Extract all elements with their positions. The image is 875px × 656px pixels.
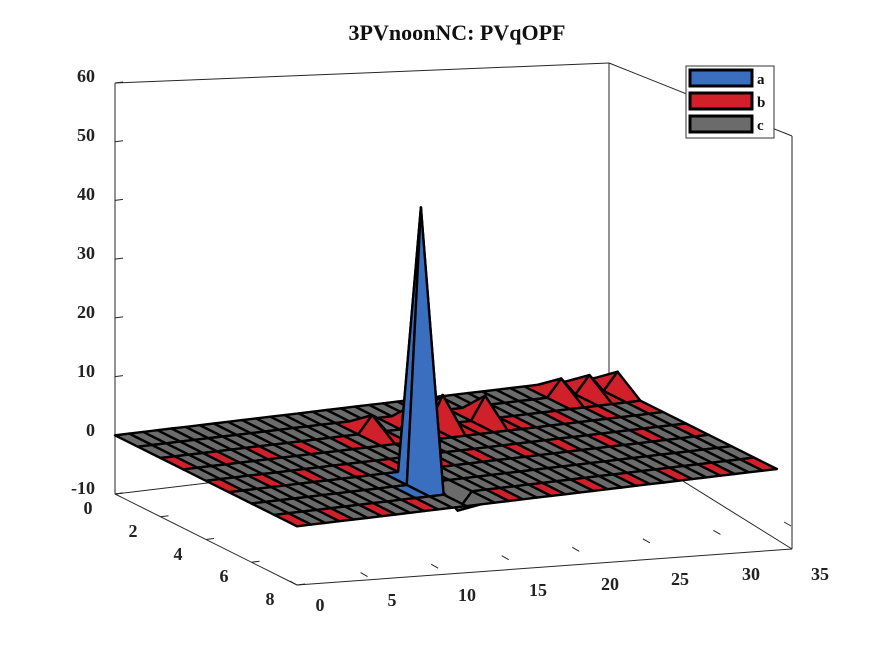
z-tick-label: 10	[77, 361, 95, 381]
y-tick-label: 0	[84, 498, 93, 518]
chart-title: 3PVnoonNC: PVqOPF	[349, 20, 566, 45]
x-tick-label: 10	[458, 585, 476, 605]
y-tick-mark	[160, 515, 169, 518]
z-tick-label: -10	[71, 478, 95, 498]
y-tick-mark	[251, 560, 260, 563]
legend-swatch-c	[688, 114, 754, 134]
x-tick-mark	[360, 572, 368, 578]
box-top-back-edge	[114, 62, 610, 84]
tick-marks	[114, 81, 792, 586]
y-tick-mark	[205, 538, 215, 540]
legend-label-c: c	[757, 118, 764, 134]
z-tick-mark	[114, 257, 124, 260]
x-axis-line	[296, 548, 793, 586]
z-tick-mark	[114, 375, 124, 378]
x-tick-mark	[642, 538, 651, 544]
x-tick-label: 20	[601, 574, 619, 594]
x-tick-label: 30	[742, 564, 760, 584]
z-tick-mark	[114, 81, 124, 84]
x-tick-mark	[572, 546, 580, 552]
surface-plot	[113, 206, 779, 528]
y-tick-label: 8	[266, 589, 275, 609]
z-tick-label: 60	[77, 66, 95, 86]
y-tick-mark	[296, 583, 306, 586]
y-tick-label: 4	[174, 544, 183, 564]
x-tick-label: 0	[316, 595, 325, 615]
legend-label-b: b	[757, 95, 765, 111]
x-tick-mark	[289, 580, 298, 586]
x-tick-mark	[501, 555, 509, 561]
legend-swatch-a	[688, 68, 754, 88]
legend: a b c	[685, 65, 775, 139]
z-tick-mark	[114, 140, 124, 143]
x-tick-mark	[783, 521, 792, 527]
z-tick-mark	[114, 316, 124, 319]
z-tick-label: 30	[77, 243, 95, 263]
z-tick-mark	[114, 198, 124, 201]
x-tick-label: 15	[529, 580, 547, 600]
legend-label-a: a	[757, 72, 765, 88]
x-tick-label: 5	[388, 590, 397, 610]
z-tick-label: 50	[77, 125, 95, 145]
z-tick-label: 20	[77, 302, 95, 322]
z-tick-label: 40	[77, 184, 95, 204]
legend-swatch-b	[688, 91, 754, 111]
z-tick-labels: 60 50 40 30 20 10 0 -10	[71, 66, 95, 498]
x-tick-labels: 0 5 10 15 20 25 30 35	[316, 564, 830, 615]
x-tick-mark	[713, 529, 721, 535]
surface-cell	[273, 512, 313, 528]
x-tick-mark	[430, 563, 439, 569]
x-tick-label: 25	[671, 569, 689, 589]
y-tick-labels: 0 2 4 6 8	[84, 498, 275, 609]
y-tick-mark	[114, 492, 124, 495]
y-tick-label: 2	[129, 521, 138, 541]
z-tick-label: 0	[86, 420, 95, 440]
x-tick-label: 35	[811, 564, 829, 584]
y-tick-label: 6	[220, 566, 229, 586]
